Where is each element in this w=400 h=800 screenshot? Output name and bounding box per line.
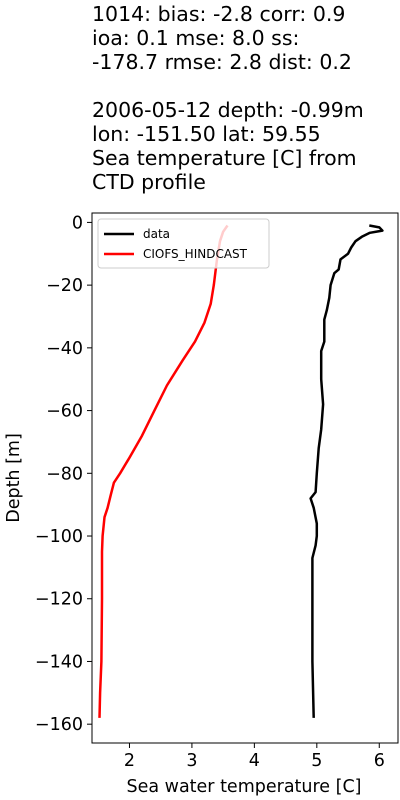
x-axis-label: Sea water temperature [C]: [126, 777, 361, 797]
y-axis-label: Depth [m]: [4, 433, 24, 523]
y-axis: 0 −20 −40 −60 −80 −100 −120 −140 −160: [35, 213, 92, 735]
title-line-6: lon: -151.50 lat: 59.55: [92, 122, 321, 146]
x-tick-label: 5: [311, 751, 322, 771]
title-line-1: 1014: bias: -2.8 corr: 0.9: [92, 2, 346, 26]
legend-label-data: data: [143, 227, 170, 241]
y-tick-label: −80: [46, 464, 83, 484]
title-line-3: -178.7 rmse: 2.8 dist: 0.2: [92, 50, 352, 74]
chart-title: 1014: bias: -2.8 corr: 0.9 ioa: 0.1 mse:…: [92, 2, 398, 194]
series-layer: [98, 224, 384, 718]
series-line-ciofs-hindcast: [98, 224, 229, 718]
legend: data CIOFS_HINDCAST: [97, 218, 270, 269]
x-tick-label: 2: [124, 751, 135, 771]
plot-frame: [91, 212, 399, 744]
title-line-2: ioa: 0.1 mse: 8.0 ss:: [92, 26, 300, 50]
title-line-7: Sea temperature [C] from: [92, 146, 357, 170]
series-line-data: [309, 224, 384, 718]
y-tick-label: −140: [35, 652, 83, 672]
x-tick-label: 3: [186, 751, 197, 771]
x-tick-label: 6: [374, 751, 385, 771]
y-tick-label: −120: [35, 590, 83, 610]
y-tick-label: −60: [46, 402, 83, 422]
y-tick-label: −160: [35, 715, 83, 735]
legend-label-ciofs-hindcast: CIOFS_HINDCAST: [143, 247, 248, 261]
y-tick-label: −20: [46, 276, 83, 296]
y-tick-label: −40: [46, 339, 83, 359]
y-tick-label: −100: [35, 527, 83, 547]
title-line-5: 2006-05-12 depth: -0.99m: [92, 98, 364, 122]
y-tick-label: 0: [72, 213, 83, 233]
legend-box: [97, 218, 270, 269]
x-tick-label: 4: [249, 751, 260, 771]
x-axis: 2 3 4 5 6: [124, 743, 385, 771]
title-line-8: CTD profile: [92, 170, 206, 194]
